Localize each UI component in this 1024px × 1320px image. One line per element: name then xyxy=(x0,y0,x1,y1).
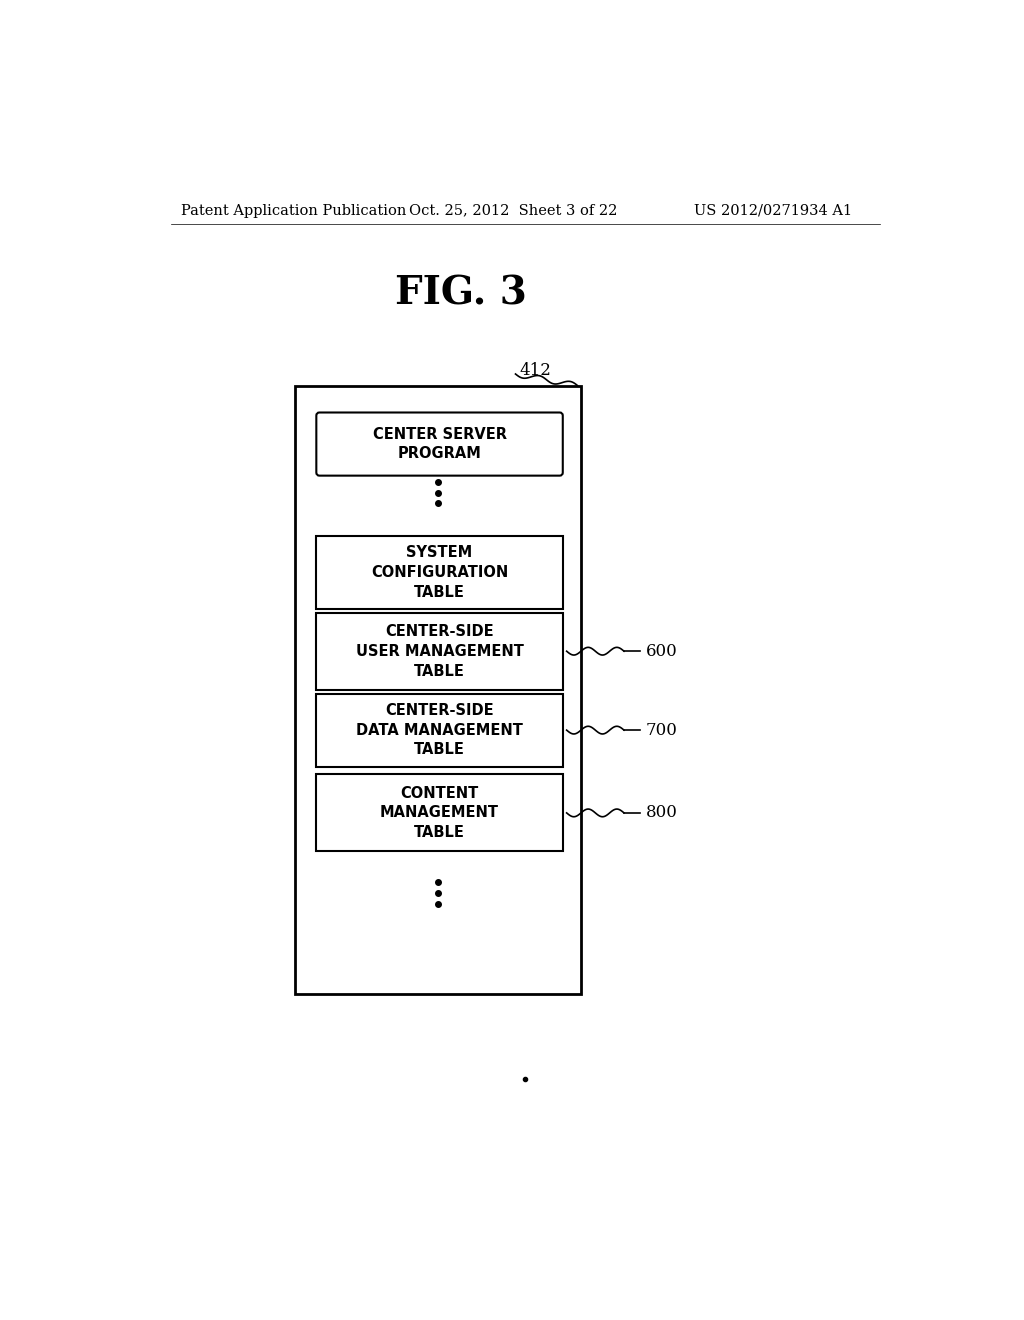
Text: Patent Application Publication: Patent Application Publication xyxy=(180,203,407,218)
Text: SYSTEM
CONFIGURATION
TABLE: SYSTEM CONFIGURATION TABLE xyxy=(371,545,508,599)
Text: 600: 600 xyxy=(646,643,678,660)
Text: 700: 700 xyxy=(646,722,678,739)
Bar xyxy=(316,693,563,767)
Text: 412: 412 xyxy=(519,362,551,379)
Text: CENTER-SIDE
DATA MANAGEMENT
TABLE: CENTER-SIDE DATA MANAGEMENT TABLE xyxy=(356,702,523,758)
Bar xyxy=(316,775,563,851)
FancyBboxPatch shape xyxy=(316,412,563,475)
Text: CONTENT
MANAGEMENT
TABLE: CONTENT MANAGEMENT TABLE xyxy=(380,785,499,841)
Text: US 2012/0271934 A1: US 2012/0271934 A1 xyxy=(693,203,852,218)
Text: 800: 800 xyxy=(646,804,678,821)
Text: FIG. 3: FIG. 3 xyxy=(395,275,527,312)
Text: CENTER SERVER
PROGRAM: CENTER SERVER PROGRAM xyxy=(373,426,507,462)
Text: CENTER-SIDE
USER MANAGEMENT
TABLE: CENTER-SIDE USER MANAGEMENT TABLE xyxy=(355,624,523,678)
Bar xyxy=(316,612,563,689)
Text: Oct. 25, 2012  Sheet 3 of 22: Oct. 25, 2012 Sheet 3 of 22 xyxy=(409,203,616,218)
Bar xyxy=(295,385,582,994)
Bar xyxy=(316,536,563,609)
